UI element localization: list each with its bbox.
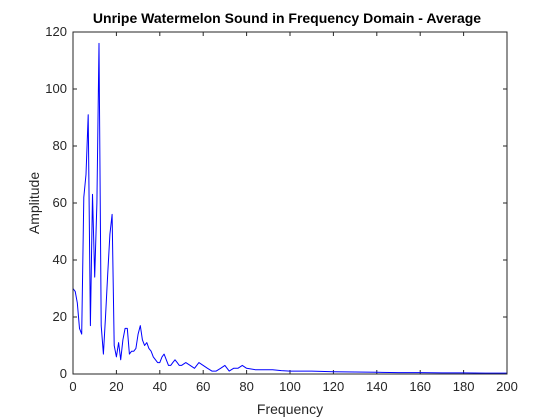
series-line — [72, 42, 507, 374]
x-tick-label: 40 — [153, 379, 167, 394]
x-tick-label: 20 — [109, 379, 123, 394]
x-tick-label: 60 — [196, 379, 210, 394]
plot-area-frame — [72, 31, 508, 375]
y-tick-label: 20 — [53, 309, 67, 324]
x-tick-label: 120 — [323, 379, 345, 394]
x-tick-label: 160 — [409, 379, 431, 394]
x-tick-label: 80 — [239, 379, 253, 394]
chart-title: Unripe Watermelon Sound in Frequency Dom… — [93, 10, 481, 26]
x-tick-label: 180 — [453, 379, 475, 394]
x-tick-label: 100 — [279, 379, 301, 394]
y-tick-label: 40 — [53, 252, 67, 267]
x-tick-label: 140 — [366, 379, 388, 394]
y-tick-label: 100 — [45, 81, 67, 96]
y-tick-label: 120 — [45, 24, 67, 39]
y-axis-label: Amplitude — [26, 172, 42, 234]
y-tick-label: 80 — [53, 138, 67, 153]
x-tick-label: 0 — [69, 379, 76, 394]
y-tick-label: 60 — [53, 195, 67, 210]
y-tick-label: 0 — [60, 366, 67, 381]
x-tick-label: 200 — [496, 379, 518, 394]
x-axis-label: Frequency — [257, 401, 323, 417]
